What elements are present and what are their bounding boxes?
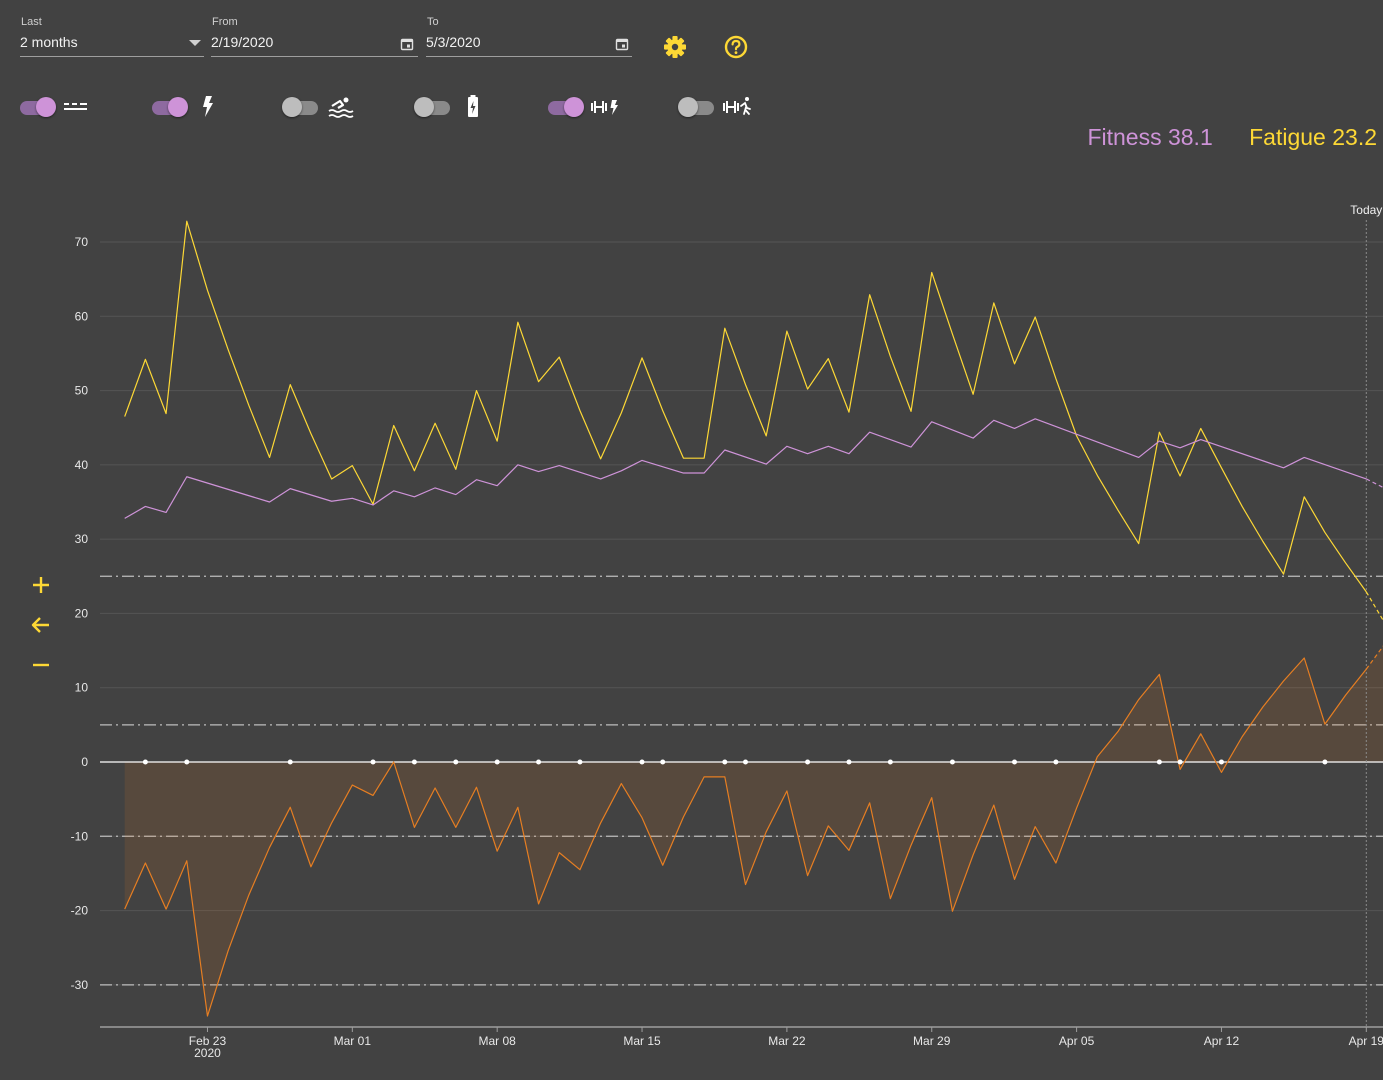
activity-marker — [184, 759, 190, 765]
fitness-value: 38.1 — [1167, 124, 1213, 150]
y-tick-label: 20 — [75, 606, 89, 620]
fatigue-value: 23.2 — [1332, 124, 1377, 150]
x-tick-label: Mar 29 — [913, 1034, 951, 1048]
from-date-underline — [211, 56, 418, 57]
activity-marker — [949, 759, 955, 765]
activity-marker — [494, 759, 500, 765]
activity-marker — [846, 759, 852, 765]
y-tick-label: -20 — [71, 904, 89, 918]
fatigue-line — [124, 220, 1367, 593]
fitness-metric: Fitness 38.1 — [1087, 124, 1212, 150]
toggle-thumb — [36, 97, 56, 117]
chevron-down-icon — [189, 40, 201, 46]
dashed-lines-icon — [64, 103, 87, 110]
to-date-value: 5/3/2020 — [426, 34, 481, 50]
to-date-underline — [426, 56, 632, 57]
fatigue-projection — [1365, 591, 1383, 622]
activity-marker — [1218, 759, 1224, 765]
zoom-in-icon[interactable] — [28, 572, 54, 598]
arrow-left-icon[interactable] — [28, 612, 54, 638]
activity-marker — [1177, 759, 1183, 765]
toggle-thumb — [168, 97, 188, 117]
y-tick-label: 60 — [75, 309, 89, 323]
activity-marker — [577, 759, 583, 765]
x-tick-label: Apr 19 — [1349, 1034, 1383, 1048]
form-area — [124, 646, 1383, 1017]
metrics-summary: Fitness 38.1 Fatigue 23.2 — [1057, 124, 1377, 151]
y-tick-label: 10 — [75, 681, 89, 695]
last-range-label: Last — [21, 16, 42, 28]
to-date-label: To — [427, 16, 439, 28]
calendar-icon[interactable] — [615, 37, 629, 51]
y-tick-label: -10 — [71, 829, 89, 843]
form-line — [124, 657, 1367, 1017]
calendar-icon[interactable] — [400, 37, 414, 51]
from-date-label: From — [212, 16, 238, 28]
toggle-thumb — [282, 97, 302, 117]
fatigue-metric: Fatigue 23.2 — [1249, 124, 1377, 150]
activity-marker — [1053, 759, 1059, 765]
from-date-value: 2/19/2020 — [211, 34, 274, 50]
last-range-underline — [20, 56, 204, 57]
activity-marker — [411, 759, 417, 765]
from-date-field[interactable]: From 2/19/2020 — [211, 16, 418, 57]
activity-marker — [887, 759, 893, 765]
x-tick-label: Feb 23 — [189, 1034, 227, 1048]
toggle-power[interactable] — [150, 92, 260, 124]
activity-marker — [1156, 759, 1162, 765]
toggle-fitness-fatigue[interactable] — [18, 92, 128, 124]
toggle-thumb — [564, 97, 584, 117]
x-tick-label: Mar 22 — [768, 1034, 806, 1048]
activity-marker — [1012, 759, 1018, 765]
toggle-battery[interactable] — [414, 92, 524, 124]
dumbbell-bolt-icon — [591, 100, 618, 115]
battery-charging-icon — [468, 95, 478, 117]
toggle-strength-power[interactable] — [546, 92, 656, 124]
fatigue-label: Fatigue — [1249, 124, 1326, 150]
dumbbell-run-icon — [723, 97, 751, 115]
last-range-select[interactable]: Last 2 months — [20, 16, 204, 57]
activity-marker — [660, 759, 666, 765]
swim-icon — [328, 97, 354, 118]
help-icon[interactable] — [723, 34, 749, 60]
toggle-thumb — [678, 97, 698, 117]
bolt-icon — [203, 96, 213, 117]
gear-icon[interactable] — [662, 34, 688, 60]
toggle-thumb — [414, 97, 434, 117]
activity-marker — [142, 759, 148, 765]
activity-marker — [639, 759, 645, 765]
x-tick-label: Apr 05 — [1059, 1034, 1095, 1048]
zoom-out-icon[interactable] — [28, 652, 54, 678]
activity-marker — [287, 759, 293, 765]
x-tick-label: Mar 01 — [334, 1034, 372, 1048]
activity-marker — [743, 759, 748, 765]
fitness-projection — [1366, 478, 1383, 489]
activity-marker — [805, 759, 811, 765]
form-projection — [1365, 645, 1383, 670]
y-tick-label: 50 — [75, 384, 89, 398]
today-label: Today — [1350, 203, 1382, 217]
fitness-line — [124, 418, 1367, 519]
y-tick-label: 40 — [75, 458, 89, 472]
y-tick-label: -30 — [71, 978, 89, 992]
to-date-field[interactable]: To 5/3/2020 — [426, 16, 632, 57]
activity-marker — [370, 759, 376, 765]
x-tick-label: Mar 08 — [478, 1034, 516, 1048]
activity-marker — [453, 759, 459, 765]
activity-marker — [1322, 759, 1328, 765]
y-tick-label: 70 — [75, 235, 89, 249]
x-tick-sublabel: 2020 — [194, 1046, 221, 1060]
y-tick-label: 0 — [81, 755, 88, 769]
toggle-swim[interactable] — [282, 92, 392, 124]
y-tick-label: 30 — [75, 532, 89, 546]
x-tick-label: Apr 12 — [1204, 1034, 1240, 1048]
activity-marker — [536, 759, 542, 765]
fitness-label: Fitness — [1087, 124, 1162, 150]
activity-marker — [722, 759, 728, 765]
toggle-strength-run[interactable] — [678, 92, 788, 124]
x-tick-label: Mar 15 — [623, 1034, 661, 1048]
last-range-value: 2 months — [20, 34, 78, 50]
